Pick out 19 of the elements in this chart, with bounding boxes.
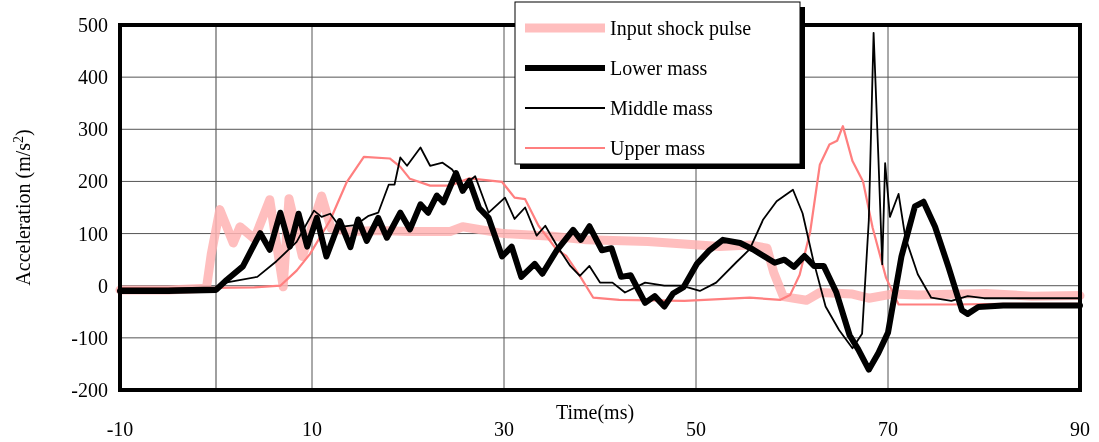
x-tick-label: -10 [106,418,134,440]
y-tick-label: -200 [71,379,108,401]
y-tick-label: 200 [78,170,108,193]
x-tick-label: 90 [1070,418,1090,440]
x-tick-label: 50 [686,418,706,440]
legend-label: Input shock pulse [610,17,752,40]
y-tick-label: -100 [71,326,108,349]
x-axis-title: Time(ms) [555,401,635,424]
legend-label: Upper mass [610,137,706,160]
y-tick-label: 100 [78,222,108,245]
y-tick-label: 400 [78,66,108,89]
legend-label: Middle mass [610,97,713,119]
y-tick-label: 300 [78,118,108,141]
x-tick-label: 30 [494,418,514,440]
x-tick-label: 10 [302,418,322,440]
y-tick-label: 500 [78,14,108,36]
y-tick-label: 0 [98,274,108,297]
x-tick-label: 70 [878,418,898,440]
legend-label: Lower mass [610,57,708,79]
